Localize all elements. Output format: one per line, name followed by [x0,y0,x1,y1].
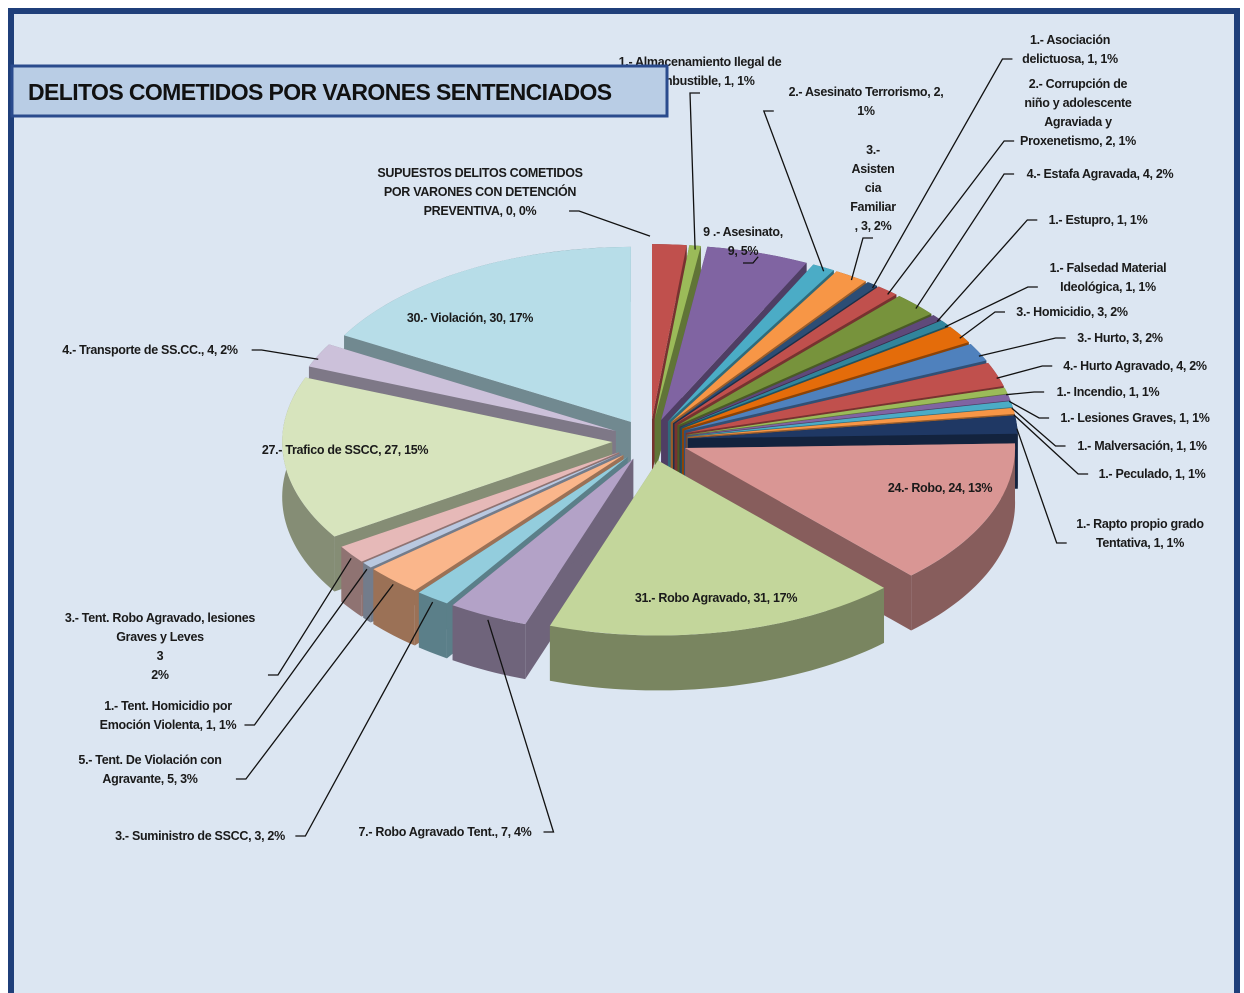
leader-line [251,349,319,360]
data-label: 3.-Asisten cia Familiar, 3, 2% [850,143,896,233]
leader-line [996,365,1053,379]
leader-line [244,568,368,726]
leader-line [1008,400,1050,419]
data-label: 2.- Asesinato Terrorismo, 2, 1% [789,85,944,118]
data-label: 1.- Estupro, 1, 1% [1049,213,1148,227]
data-label: 4.- Estafa Agravada, 4, 2% [1027,167,1174,181]
leader-line [1011,407,1066,447]
slice-group [452,458,634,680]
leader-line [944,286,1038,328]
slice [679,315,941,427]
slice-wall [452,605,526,680]
data-label: 1.- Lesiones Graves, 1, 1% [1060,411,1209,425]
leader-line [762,110,825,272]
leader-line [887,140,1015,295]
slice [674,286,897,425]
slice [373,454,624,591]
data-label: 1.- Incendio, 1, 1% [1057,385,1160,399]
leader-line [295,601,434,837]
slice [685,362,1004,433]
data-label: 24.- Robo, 24, 13% [888,481,993,495]
slice [452,458,634,625]
slice-wall [373,569,415,646]
leader-line [235,583,394,780]
data-label: 4.- Hurto Agravado, 4, 2% [1063,359,1207,373]
slice [667,264,834,422]
slice [687,415,1018,439]
data-label: 1.- Peculado, 1, 1% [1099,467,1206,481]
slice [341,452,620,562]
slice [661,246,807,421]
leader-line [1006,391,1045,396]
leader-line [978,337,1066,357]
slice-wall [418,592,447,659]
slice [687,407,1015,437]
leader-line [689,92,700,250]
data-label: 3.- Homicidio, 3, 2% [1016,305,1128,319]
data-label: 31.- Robo Agravado, 31, 17% [635,591,798,605]
slice [683,344,987,431]
slice [672,282,878,424]
data-label: 1.- Falsedad Material Ideológica, 1, 1% [1050,261,1167,294]
data-label: 1.- Tent. Homicidio por Emoción Violenta,… [100,699,237,732]
slice [282,377,613,537]
leader-line [850,237,873,281]
data-label: 5.- Tent. De Violación con Agravante, 5, … [78,753,221,786]
plot-area [282,244,1018,691]
data-label: 3.- Tent. Robo Agravado, lesiones Graves … [65,611,255,682]
leader-line [1013,414,1089,475]
chart-title: DELITOS COMETIDOS POR VARONES SENTENCIAD… [28,79,612,105]
slice-group [549,460,885,691]
data-label: 30.- Violación, 30, 17% [407,311,533,325]
leader-line [936,219,1038,322]
slice [308,344,616,431]
slice [549,460,885,636]
data-label: 4.- Transporte de SS.CC., 4, 2% [62,343,238,357]
slice-wall [549,587,885,691]
slice-wall [363,562,371,623]
slice [677,295,932,426]
slice [686,387,1008,435]
leader-line [743,256,759,264]
leader-line [569,210,651,237]
data-label: SUPUESTOS DELITOS COMETIDOS POR VARONES C… [377,166,582,218]
leader-line [267,557,352,676]
data-label: 1.- Rapto propio grado Tentativa, 1, 1% [1076,517,1204,550]
leader-line [871,58,1013,289]
data-label: 2.- Corrupción de niño y adolescente Agrav… [1020,77,1136,148]
slice [687,394,1011,436]
slice [654,245,701,420]
data-label: 1.- Malversación, 1, 1% [1077,439,1206,453]
slice-wall [911,443,1016,631]
slice [651,244,687,420]
data-label: 3.- Suministro de SSCC, 3, 2% [115,829,285,843]
data-label: 3.- Hurto, 3, 2% [1077,331,1163,345]
title-box [10,64,669,118]
slice [670,271,866,423]
slice [363,453,621,568]
slice-wall [341,546,362,617]
data-label: 1.- Asociación delictuosa, 1, 1% [1022,33,1118,66]
data-label: 9 .- Asesinato, 9, 5% [703,225,783,258]
slice [680,320,949,428]
leader-line [487,619,555,833]
slice [681,326,969,429]
slice [685,443,1016,576]
leader-line [959,311,1005,339]
slice [344,246,631,422]
data-label: 7.- Robo Agravado Tent., 7, 4% [359,825,532,839]
slice [418,456,628,604]
leader-line [1016,428,1067,544]
data-label: 27.- Trafico de SSCC, 27, 15% [262,443,429,457]
slice [687,401,1013,437]
leader-line [915,173,1015,309]
